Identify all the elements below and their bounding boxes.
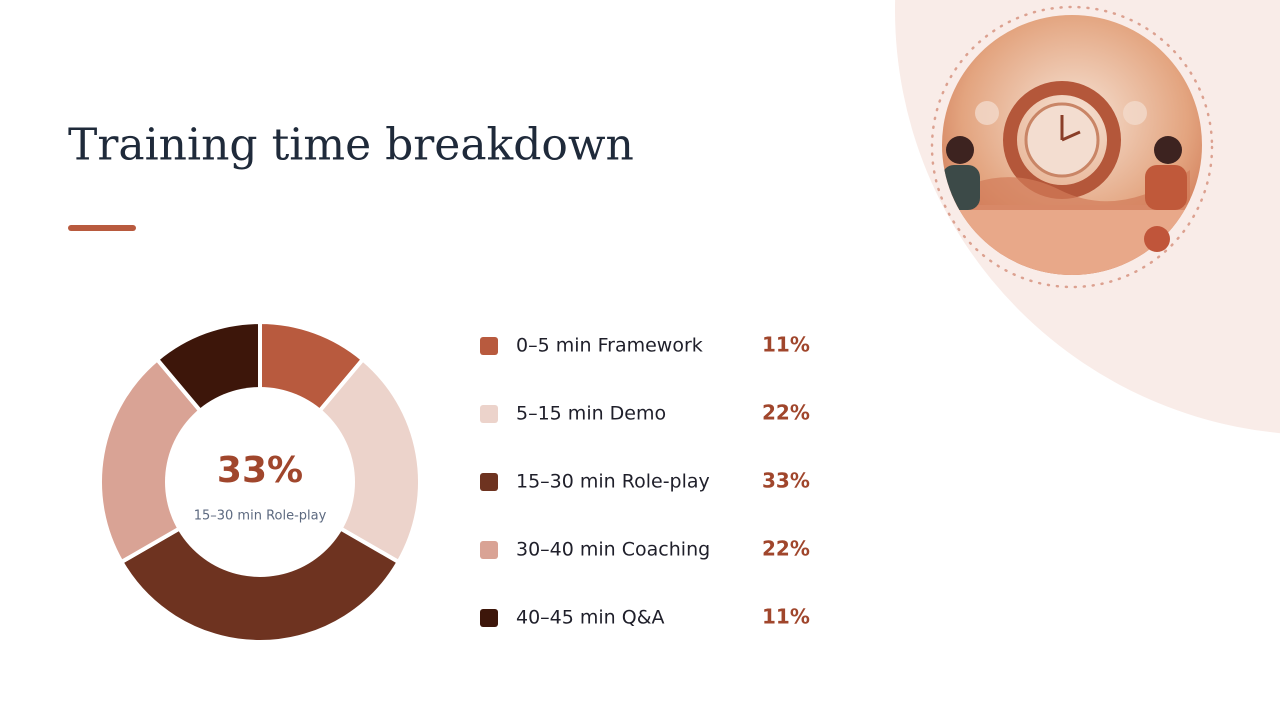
accent-line <box>68 225 136 231</box>
legend: 0–5 min Framework 11% 5–15 min Demo 22% 15–3… <box>480 333 810 629</box>
legend-swatch <box>480 541 498 559</box>
legend-label: 30–40 min Coaching <box>516 539 710 561</box>
legend-swatch <box>480 473 498 491</box>
center-label: 15–30 min Role-play <box>194 509 327 524</box>
legend-label: 0–5 min Framework <box>516 335 703 357</box>
legend-value: 11% <box>762 333 810 357</box>
legend-swatch <box>480 405 498 423</box>
center-value: 33% <box>217 450 303 491</box>
legend-label: 15–30 min Role-play <box>516 471 710 493</box>
legend-swatch <box>480 609 498 627</box>
legend-value: 22% <box>762 537 810 561</box>
legend-label: 40–45 min Q&A <box>516 607 665 629</box>
legend-value: 11% <box>762 605 810 629</box>
decor-dots <box>930 5 1214 289</box>
donut-hole <box>165 387 355 577</box>
legend-swatch <box>480 337 498 355</box>
legend-label: 5–15 min Demo <box>516 403 666 425</box>
decor-dot <box>1144 226 1170 252</box>
legend-value: 33% <box>762 469 810 493</box>
chart-title: Training time breakdown <box>68 120 634 171</box>
legend-value: 22% <box>762 401 810 425</box>
